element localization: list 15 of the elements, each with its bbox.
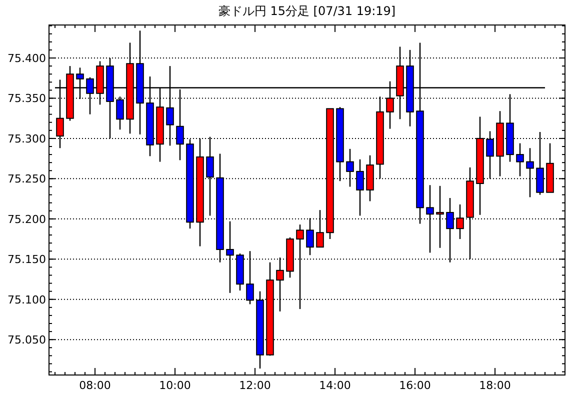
ytick-label: 75.050: [8, 334, 46, 347]
xtick-label: 08:00: [79, 379, 111, 392]
title: 豪ドル円 15分足 [07/31 19:19]: [218, 4, 396, 18]
ytick-label: 75.350: [8, 92, 46, 106]
ytick-label: 75.150: [8, 253, 46, 266]
ytick-label: 75.100: [8, 293, 46, 306]
ytick-label: 75.400: [8, 52, 46, 65]
ytick-label: 75.300: [8, 132, 46, 146]
ytick-label: 75.250: [8, 172, 46, 186]
ytick-label: 75.200: [8, 212, 46, 226]
xtick-label: 10:00: [159, 379, 191, 392]
xtick-label: 16:00: [399, 379, 431, 392]
xtick-label: 14:00: [319, 379, 351, 392]
xtick-label: 18:00: [479, 379, 511, 392]
xtick-label: 12:00: [239, 379, 271, 392]
